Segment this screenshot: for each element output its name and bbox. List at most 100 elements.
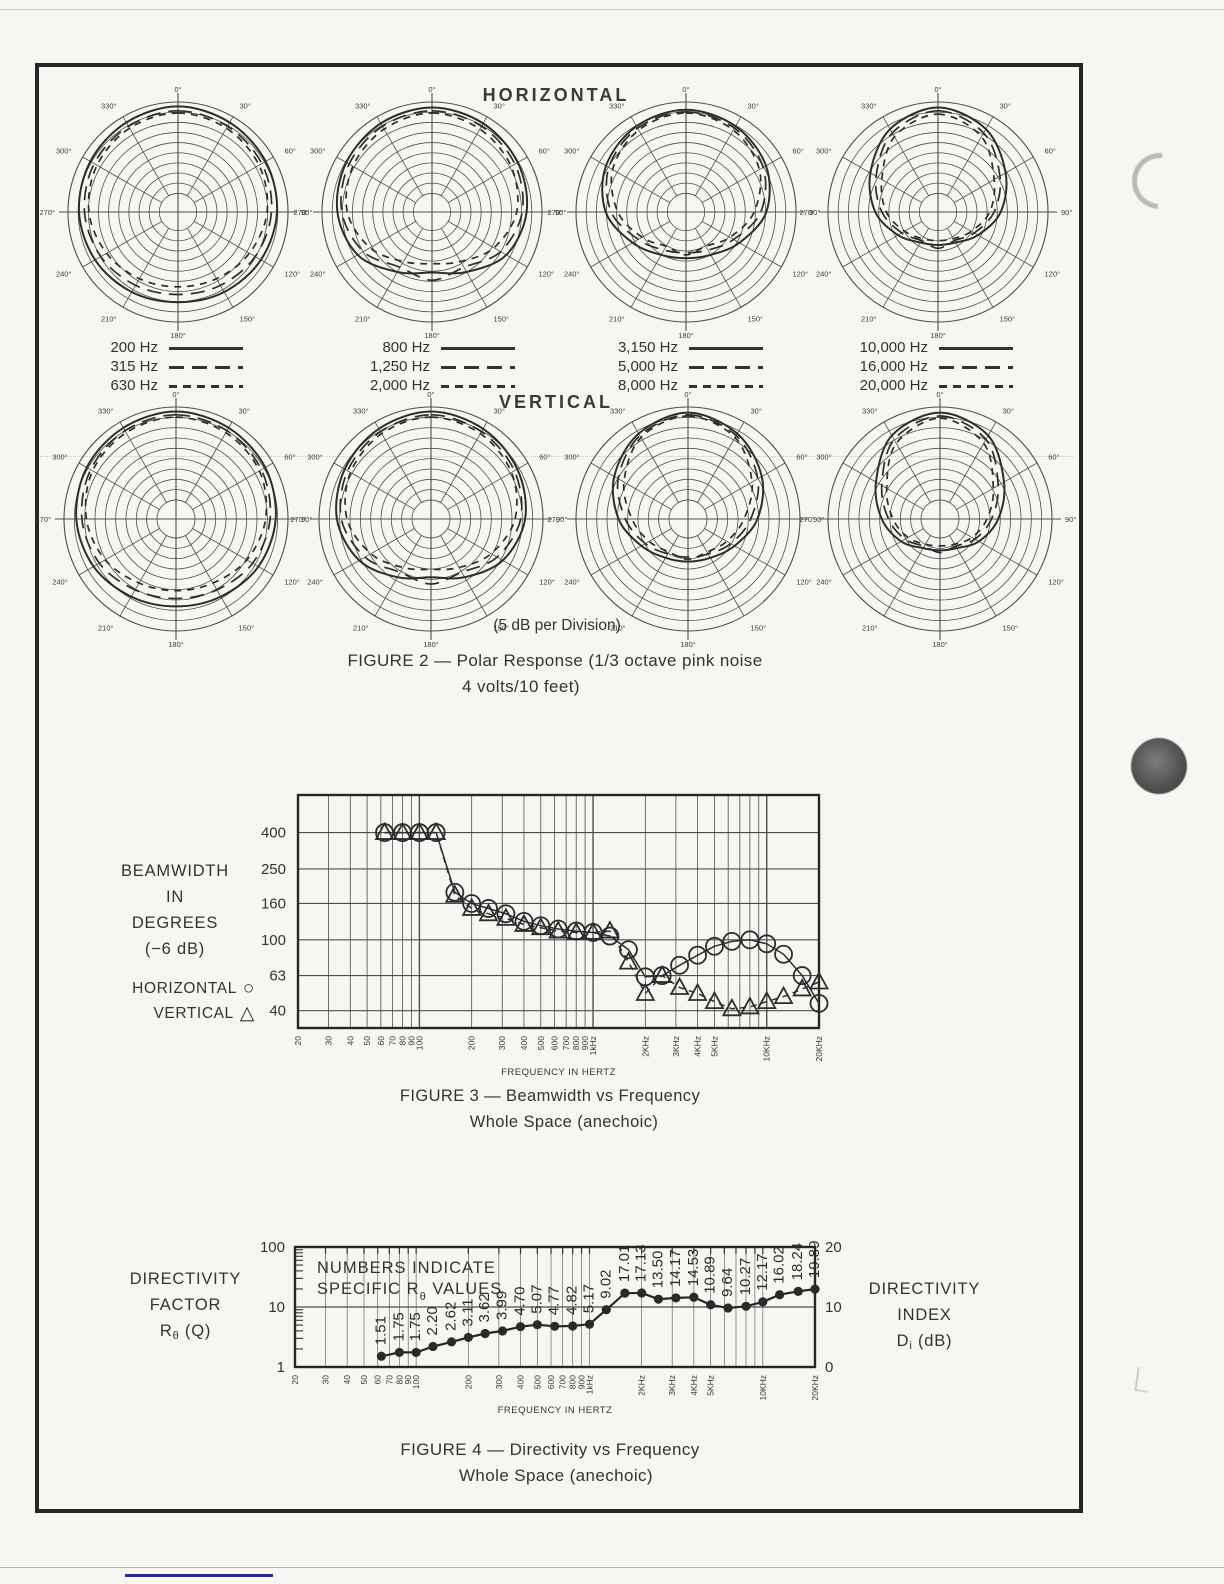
svg-text:300°: 300° — [307, 453, 323, 462]
legend-line-sample — [169, 384, 243, 388]
svg-text:20: 20 — [825, 1239, 842, 1256]
legend-frequency-label: 1,250 Hz — [369, 358, 430, 375]
svg-text:300°: 300° — [564, 147, 580, 156]
svg-text:180°: 180° — [678, 331, 694, 340]
svg-text:3KHz: 3KHz — [667, 1375, 677, 1396]
legend-line-sample — [939, 365, 1013, 369]
legend-line-sample — [169, 365, 243, 369]
svg-text:240°: 240° — [564, 578, 580, 587]
svg-text:50: 50 — [362, 1036, 372, 1046]
legend-group-3: 3,150 Hz 5,000 Hz 8,000 Hz — [586, 338, 771, 395]
svg-text:60°: 60° — [796, 453, 807, 462]
svg-text:210°: 210° — [98, 623, 114, 632]
svg-text:30°: 30° — [494, 101, 505, 110]
svg-text:FREQUENCY IN HERTZ: FREQUENCY IN HERTZ — [498, 1405, 613, 1416]
svg-text:9.64: 9.64 — [719, 1268, 736, 1297]
svg-text:300°: 300° — [52, 453, 68, 462]
svg-text:150°: 150° — [1003, 623, 1019, 632]
legend-line-sample — [939, 346, 1013, 350]
svg-text:1.75: 1.75 — [407, 1312, 424, 1341]
svg-text:500: 500 — [532, 1375, 542, 1389]
svg-text:1kHz: 1kHz — [584, 1375, 594, 1394]
svg-text:180°: 180° — [170, 331, 186, 340]
svg-text:80: 80 — [398, 1036, 408, 1046]
figure2-caption-line2: 4 volts/10 feet) — [462, 677, 580, 696]
svg-text:3.11: 3.11 — [459, 1298, 476, 1326]
svg-text:270°: 270° — [799, 208, 815, 217]
legend-frequency-label: 8,000 Hz — [617, 377, 678, 394]
svg-text:17.01: 17.01 — [616, 1245, 633, 1283]
svg-text:1: 1 — [277, 1359, 285, 1376]
legend-row: 200 Hz — [66, 338, 251, 357]
svg-text:600: 600 — [550, 1036, 560, 1050]
svg-text:10.27: 10.27 — [737, 1258, 754, 1296]
figure2-caption-line1: FIGURE 2 — Polar Response (1/3 octave pi… — [347, 651, 763, 670]
svg-text:1kHz: 1kHz — [588, 1036, 598, 1055]
polar-plot-h2: 0° 30° 60° 90° 120° 150° 180° 210° 240° 270° 300° 3… — [293, 85, 566, 340]
polar-plot-v4: 0° 30° 60° 90° 120° 150° 180° 210° 240° 270° 300° 3… — [799, 390, 1076, 649]
svg-text:30°: 30° — [240, 101, 251, 110]
legend-line-sample — [441, 346, 515, 350]
svg-text:400: 400 — [516, 1375, 526, 1389]
svg-text:300°: 300° — [310, 147, 326, 156]
svg-text:90°: 90° — [809, 208, 820, 217]
svg-text:30: 30 — [321, 1375, 331, 1385]
svg-text:3.62: 3.62 — [476, 1293, 493, 1322]
svg-text:180°: 180° — [680, 640, 696, 649]
figure3-y-axis-title-line: (−6 dB) — [144, 940, 206, 958]
svg-text:100: 100 — [414, 1036, 424, 1050]
svg-text:9.02: 9.02 — [597, 1269, 614, 1298]
svg-text:210°: 210° — [353, 623, 369, 632]
svg-text:180°: 180° — [423, 640, 439, 649]
svg-text:120°: 120° — [539, 578, 555, 587]
svg-text:20KHz: 20KHz — [814, 1036, 824, 1062]
svg-text:5.17: 5.17 — [580, 1284, 597, 1313]
svg-text:270°: 270° — [35, 515, 51, 524]
svg-text:30°: 30° — [494, 407, 505, 416]
svg-text:240°: 240° — [56, 270, 72, 279]
polar-plot-v2: 0° 30° 60° 90° 120° 150° 180° 210° 240° 270° 300° 3… — [290, 390, 567, 649]
svg-text:14.53: 14.53 — [685, 1249, 702, 1287]
svg-text:90°: 90° — [556, 515, 567, 524]
svg-text:30°: 30° — [1003, 407, 1014, 416]
figure3-marker-legend: HORIZONTAL ○ VERTICAL △ — [80, 976, 255, 1026]
svg-text:800: 800 — [568, 1375, 578, 1389]
svg-text:240°: 240° — [816, 578, 832, 587]
svg-text:0°: 0° — [172, 390, 179, 399]
svg-text:300°: 300° — [816, 147, 832, 156]
figure3-caption-line1: FIGURE 3 — Beamwidth vs Frequency — [399, 1087, 701, 1105]
svg-text:30: 30 — [324, 1036, 334, 1046]
svg-text:40: 40 — [342, 1375, 352, 1385]
svg-text:1.75: 1.75 — [390, 1312, 407, 1341]
svg-text:12.17: 12.17 — [754, 1253, 771, 1291]
svg-text:150°: 150° — [494, 623, 510, 632]
svg-text:150°: 150° — [748, 315, 764, 324]
svg-text:210°: 210° — [861, 315, 877, 324]
legend-group-2: 800 Hz 1,250 Hz 2,000 Hz — [338, 338, 523, 395]
svg-text:100: 100 — [411, 1375, 421, 1389]
triangle-marker-icon: △ — [239, 1003, 255, 1024]
polar-plot-h1: 0° 30° 60° 90° 120° 150° 180° 210° 240° 270° 300° 3… — [39, 85, 312, 340]
svg-text:330°: 330° — [861, 101, 877, 110]
svg-text:60°: 60° — [1045, 147, 1056, 156]
svg-text:60°: 60° — [539, 453, 550, 462]
figure3-y-axis-title-line: BEAMWIDTH — [120, 862, 230, 880]
svg-text:90°: 90° — [301, 208, 312, 217]
svg-text:FREQUENCY IN HERTZ: FREQUENCY IN HERTZ — [501, 1067, 616, 1078]
svg-text:150°: 150° — [751, 623, 767, 632]
figure3-caption: FIGURE 3 — Beamwidth vs Frequency Whole … — [250, 1083, 850, 1135]
svg-text:5KHz: 5KHz — [706, 1375, 716, 1396]
svg-text:50: 50 — [359, 1375, 369, 1385]
figure3-legend-vertical: VERTICAL △ — [80, 1001, 255, 1026]
svg-text:30°: 30° — [748, 101, 759, 110]
legend-line-sample — [939, 384, 1013, 388]
svg-text:70: 70 — [384, 1375, 394, 1385]
legend-row: 630 Hz — [66, 376, 251, 395]
svg-text:10: 10 — [268, 1299, 285, 1316]
svg-text:240°: 240° — [310, 270, 326, 279]
svg-text:900: 900 — [580, 1036, 590, 1050]
legend-line-sample — [689, 365, 763, 369]
svg-text:90°: 90° — [1065, 515, 1076, 524]
